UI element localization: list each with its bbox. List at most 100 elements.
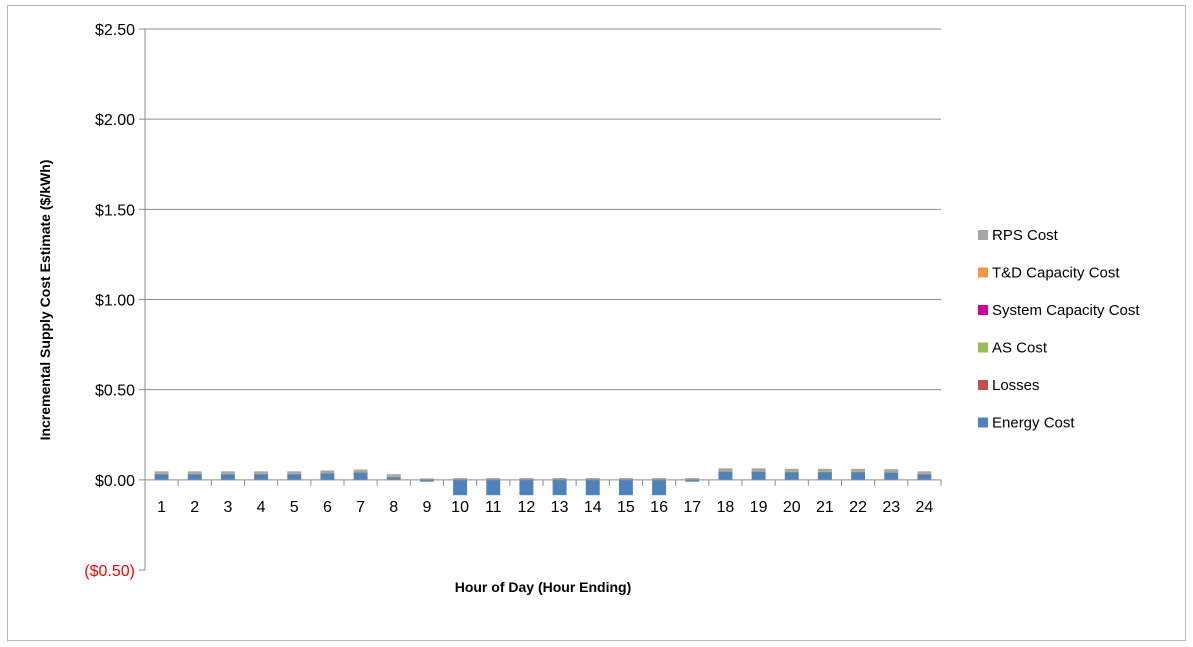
x-tick-label: 14 [584,499,602,516]
bar-segment [254,474,268,475]
legend-label: RPS Cost [992,227,1059,244]
bar-segment [221,471,235,474]
x-tick-label: 5 [290,499,299,516]
bar-segment [221,474,235,475]
legend-label: AS Cost [992,340,1048,357]
legend-item: Losses [978,377,1040,394]
y-tick-labels: $2.50 $2.00 $1.50 $1.00 $0.50 $0.00 ($0.50) [84,22,135,580]
bar-segment [884,472,898,473]
bar-segment [917,471,931,474]
x-tick-label: 4 [257,499,266,516]
bar-segment [221,474,235,479]
x-tick-label: 19 [750,499,768,516]
x-tick-label: 12 [518,499,536,516]
x-axis-title: Hour of Day (Hour Ending) [455,579,632,595]
bar-segment [752,468,766,471]
x-tick-label: 9 [422,499,431,516]
bar-segment [188,474,202,475]
bar-segment [718,472,732,480]
legend-item: RPS Cost [978,227,1059,244]
y-tick-label: $1.00 [95,293,135,310]
x-tick-label: 13 [551,499,569,516]
bar-segment [917,474,931,479]
x-tick-label: 15 [617,499,635,516]
legend-label: System Capacity Cost [992,302,1140,319]
legend-item: T&D Capacity Cost [978,265,1120,282]
bar-segment [752,471,766,472]
bar-segment [354,473,368,480]
bar-segment [752,472,766,480]
bar-segment [785,469,799,472]
bar-segment [188,474,202,479]
bar-segment [254,474,268,479]
legend: RPS Cost T&D Capacity Cost System Capacity… [978,227,1140,432]
bar-segment [320,474,334,480]
legend-swatch [978,418,988,428]
legend-item: System Capacity Cost [978,302,1140,319]
legend-swatch [978,380,988,390]
bar-segment [818,469,832,472]
x-tick-label: 24 [916,499,934,516]
x-tick-label: 16 [650,499,668,516]
bar-segment [254,471,268,474]
bar-segment [917,474,931,475]
bar-segment [586,480,600,495]
bar-segment [519,480,533,495]
bar-segment [188,471,202,474]
legend-label: Energy Cost [992,415,1075,432]
x-tick-label: 8 [389,499,398,516]
y-tick-label: $2.00 [95,112,135,129]
x-tick-label: 11 [485,499,502,516]
bar-segment [619,480,633,495]
y-tick-label: $0.00 [95,473,135,490]
bar-segment [320,473,334,474]
bar-segment [718,471,732,472]
x-tick-label: 1 [157,499,166,516]
legend-swatch [978,268,988,278]
y-tick-label: ($0.50) [84,563,135,580]
legend-swatch [978,230,988,240]
bar-segment [453,480,467,495]
bar-segment [155,474,169,479]
bar-segment [652,480,666,495]
bar-segment [785,472,799,480]
bar-segment [155,471,169,474]
y-tick-label: $2.50 [95,22,135,39]
bar-segment [851,472,865,480]
x-tick-label: 21 [816,499,834,516]
bar-segment [884,473,898,480]
x-tick-label: 2 [190,499,199,516]
x-tick-label: 20 [783,499,801,516]
x-tick-label: 18 [717,499,735,516]
x-tick-label: 10 [451,499,469,516]
x-tick-label: 23 [882,499,900,516]
legend-item: AS Cost [978,340,1048,357]
bar-segment [884,469,898,472]
bar-segment [818,472,832,473]
bar-segment [287,474,301,475]
bar-segment [287,474,301,479]
x-tick-label: 7 [356,499,365,516]
bar-segment [718,468,732,471]
y-tick-label: $1.50 [95,202,135,219]
legend-swatch [978,343,988,353]
gridlines [145,29,941,390]
bar-segment [155,474,169,475]
y-tick-label: $0.50 [95,383,135,400]
x-tick-label: 22 [849,499,867,516]
x-tick-label: 6 [323,499,332,516]
legend-item: Energy Cost [978,415,1075,432]
bar-segment [486,480,500,495]
y-axis-title: Incremental Supply Cost Estimate ($/kWh) [37,160,53,441]
bar-segment [387,477,401,478]
bar-segment [851,469,865,472]
bar-segment [785,472,799,473]
x-tick-label: 17 [683,499,701,516]
legend-label: T&D Capacity Cost [992,265,1120,282]
bar-segment [387,474,401,477]
bar-segment [354,470,368,473]
bar-segment [320,470,334,473]
bar-segment [851,472,865,473]
bar-segment [287,471,301,474]
